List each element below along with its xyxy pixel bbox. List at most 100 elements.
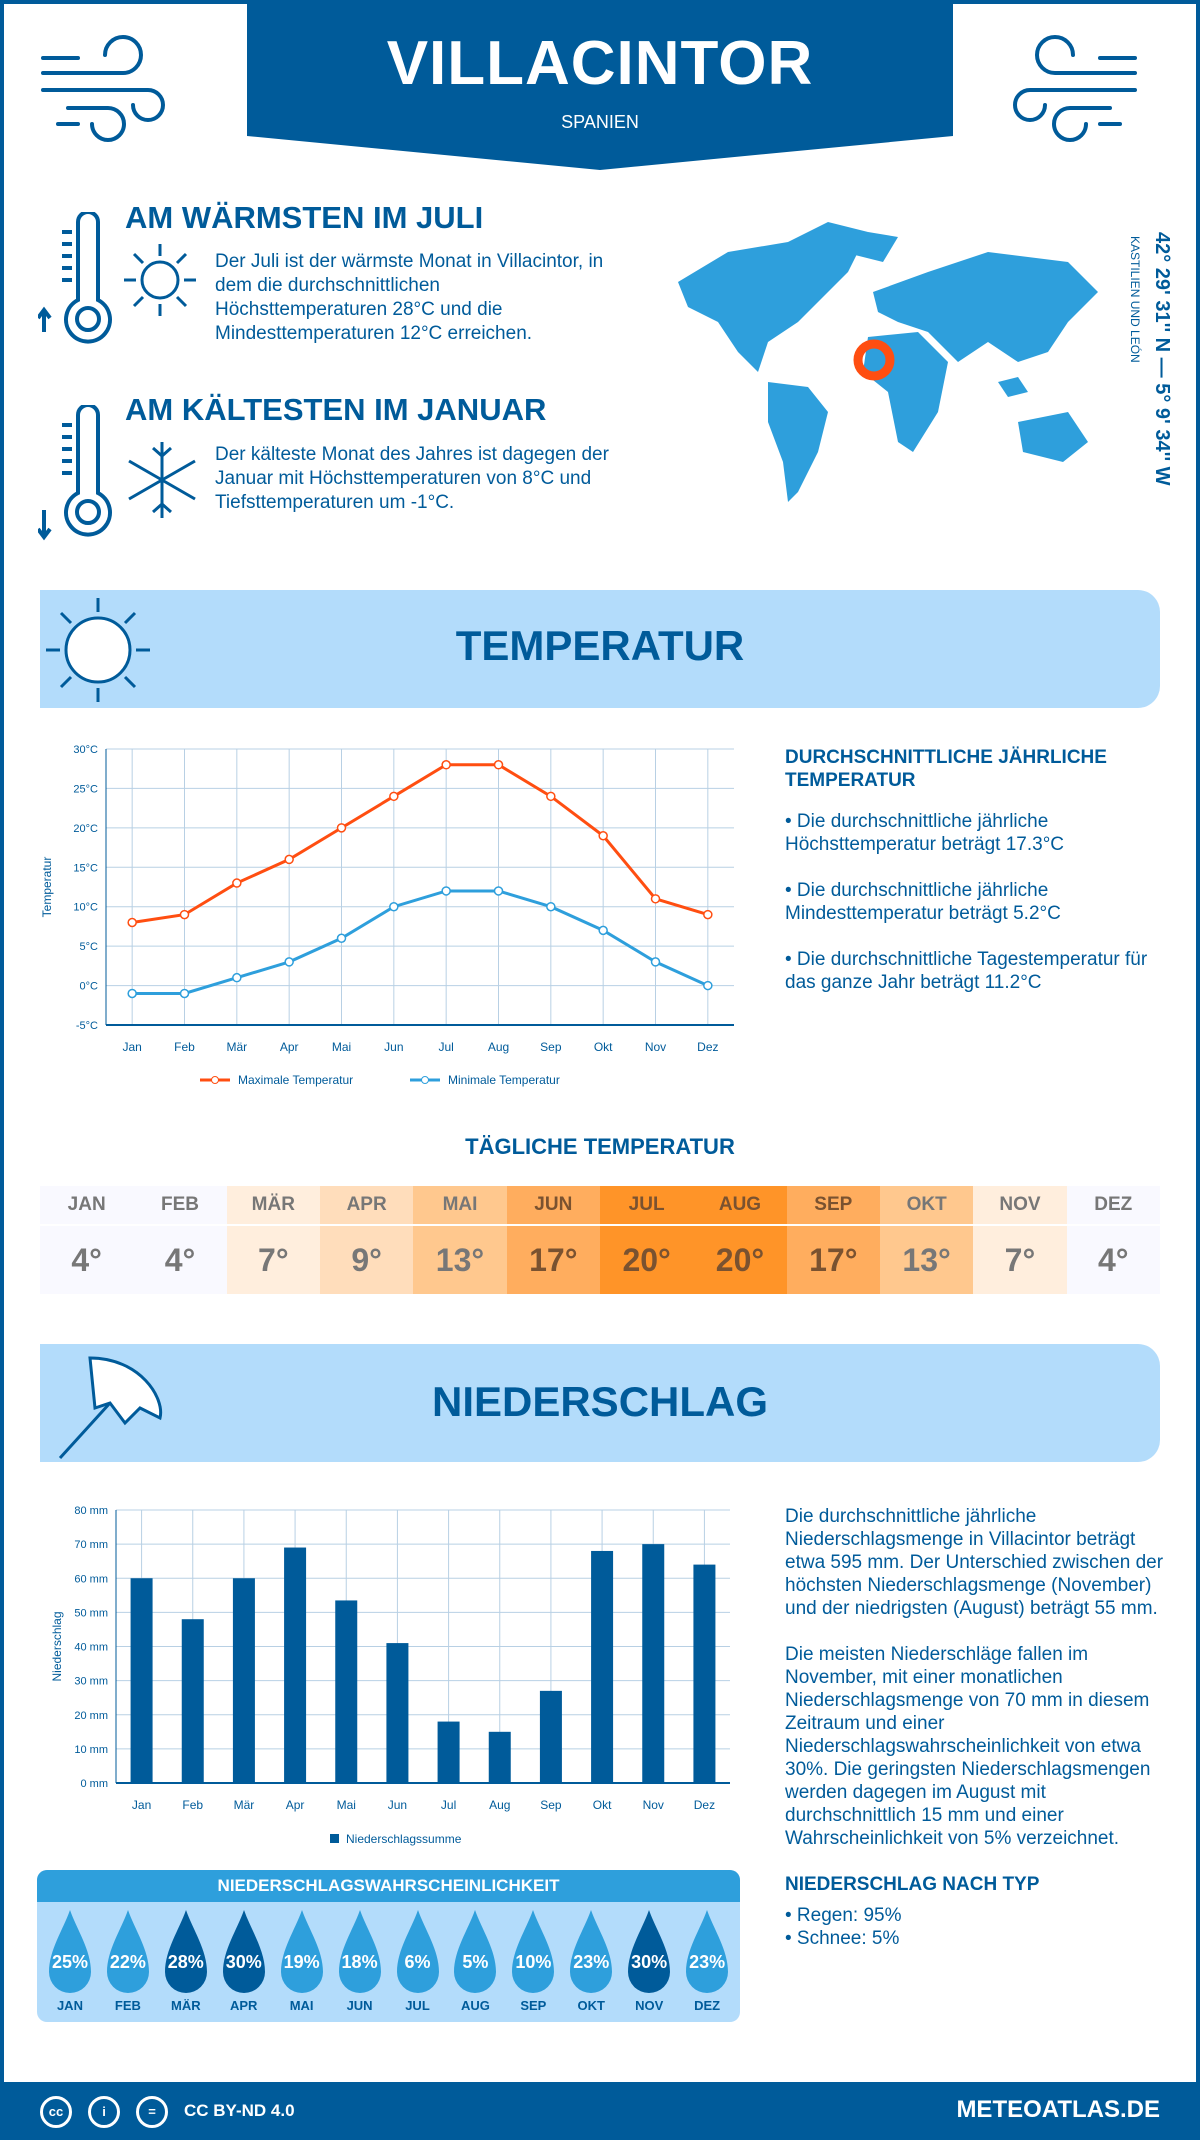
daily-month: OKT <box>879 1186 974 1226</box>
probability-month: AUG <box>460 1998 490 2013</box>
y-tick-label: -5°C <box>76 1020 98 1032</box>
bar <box>437 1721 460 1783</box>
raindrop-icon <box>570 1910 613 1993</box>
daily-value: 17° <box>809 1241 858 1278</box>
raindrop-icon <box>106 1910 149 1993</box>
x-tick-label: Mai <box>337 1798 356 1812</box>
data-point <box>232 972 242 983</box>
x-tick-label: Dez <box>697 1040 718 1054</box>
data-point <box>493 760 504 770</box>
daily-col-6: JUL 20° <box>599 1186 694 1294</box>
daily-col-5: JUN 17° <box>506 1186 600 1294</box>
cc-icon: cc <box>40 2096 72 2128</box>
raindrop-icon <box>164 1910 207 1993</box>
probability-value: 18% <box>341 1952 378 1972</box>
probability-value: 30% <box>631 1952 668 1972</box>
coldest-heading: AM KÄLTESTEN IM JANUAR <box>125 392 547 427</box>
y-tick-label: 0°C <box>80 981 99 993</box>
daily-month: FEB <box>133 1186 227 1226</box>
x-tick-label: Dez <box>694 1798 715 1812</box>
data-point <box>127 917 137 928</box>
daily-month: DEZ <box>1066 1186 1160 1226</box>
legend-label: Minimale Temperatur <box>448 1073 560 1087</box>
x-tick-label: Jan <box>122 1040 141 1054</box>
sun-icon <box>46 598 150 702</box>
x-tick-label: Mär <box>234 1798 255 1812</box>
daily-month: AUG <box>693 1186 787 1226</box>
data-point <box>598 830 608 841</box>
data-point <box>336 823 347 833</box>
probability-month: MÄR <box>171 1998 201 2013</box>
location-marker-icon <box>853 339 895 381</box>
daily-month: JUN <box>506 1186 600 1226</box>
daily-value: 13° <box>435 1241 485 1278</box>
y-tick-label: 10°C <box>73 902 98 914</box>
probability-drop: 30% APR <box>215 1902 273 2020</box>
bar <box>642 1544 665 1783</box>
x-tick-label: Jul <box>438 1040 453 1054</box>
umbrella-rain-icon <box>58 1356 163 1460</box>
y-tick-label: 30 mm <box>74 1676 108 1688</box>
warmest-heading: AM WÄRMSTEN IM JULI <box>125 200 484 235</box>
daily-value: 7° <box>258 1241 289 1278</box>
daily-temperature-title: TÄGLICHE TEMPERATUR <box>465 1134 735 1159</box>
probability-drop: 30% NOV <box>620 1902 678 2020</box>
data-point <box>546 901 556 912</box>
data-point <box>493 886 504 896</box>
license-label: CC BY-ND 4.0 <box>184 2101 295 2120</box>
probability-value: 6% <box>404 1952 431 1972</box>
series-line-0 <box>131 763 709 924</box>
summary-bullet: • Die durchschnittliche jährliche Höchst… <box>785 811 1065 855</box>
probability-value: 22% <box>109 1952 146 1972</box>
x-tick-label: Jun <box>384 1040 403 1054</box>
data-point <box>650 894 661 904</box>
precipitation-chart: 0 mm 10 mm 20 mm 30 mm 40 mm 50 mm 60 mm 70 mm 8… <box>50 1505 730 1846</box>
data-point <box>546 791 556 802</box>
precipitation-type-heading: NIEDERSCHLAG NACH TYP <box>785 1874 1040 1895</box>
data-point <box>179 909 190 920</box>
data-point <box>441 760 451 770</box>
daily-col-8: SEP 17° <box>786 1186 880 1294</box>
y-tick-label: 25°C <box>73 783 98 795</box>
probability-drop: 23% DEZ <box>678 1902 736 2020</box>
page-title: VILLACINTOR <box>386 29 814 98</box>
daily-month: MAI <box>413 1186 507 1226</box>
daily-col-3: APR 9° <box>319 1186 414 1294</box>
legend-marker <box>421 1076 429 1084</box>
y-tick-label: 5°C <box>80 941 99 953</box>
sun-icon <box>124 244 196 316</box>
bar <box>488 1731 511 1783</box>
raindrop-icon <box>454 1910 497 1993</box>
data-point <box>650 957 661 967</box>
probability-value: 23% <box>689 1952 726 1972</box>
precipitation-text: Die meisten Niederschläge fallen im Nove… <box>785 1644 1151 1849</box>
y-tick-label: 20°C <box>73 823 98 835</box>
daily-value: 9° <box>351 1241 382 1278</box>
bar <box>335 1600 358 1783</box>
daily-value: 20° <box>715 1241 765 1278</box>
probability-month: SEP <box>520 1998 547 2013</box>
raindrop-icon <box>686 1910 729 1993</box>
daily-col-11: DEZ 4° <box>1066 1186 1160 1294</box>
no-derivatives-icon: = <box>136 2096 168 2128</box>
data-point <box>389 791 399 802</box>
bar <box>284 1547 307 1783</box>
coordinates: 42° 29' 31'' N — 5° 9' 34'' W <box>1151 232 1173 486</box>
summary-bullet: • Die durchschnittliche Tagestemperatur … <box>785 949 1148 993</box>
x-tick-label: Sep <box>540 1040 562 1054</box>
site-link[interactable]: METEOATLAS.DE <box>956 2096 1160 2123</box>
daily-col-10: NOV 7° <box>973 1186 1067 1294</box>
probability-drop: 10% SEP <box>504 1902 562 2020</box>
warmest-text: Der Juli ist der wärmste Monat in Villac… <box>215 251 604 344</box>
raindrop-icon <box>49 1910 91 1993</box>
legend-swatch <box>330 1834 339 1843</box>
probability-drop: 19% MAI <box>273 1902 331 2020</box>
world-map <box>678 222 1098 502</box>
probability-value: 25% <box>51 1952 88 1972</box>
probability-month: JUL <box>405 1998 430 2013</box>
daily-value: 7° <box>1004 1241 1036 1278</box>
probability-month: JUN <box>346 1998 373 2013</box>
snowflake-icon <box>128 442 196 518</box>
probability-drop: 25% JAN <box>41 1902 99 2020</box>
daily-value: 4° <box>1097 1241 1129 1278</box>
